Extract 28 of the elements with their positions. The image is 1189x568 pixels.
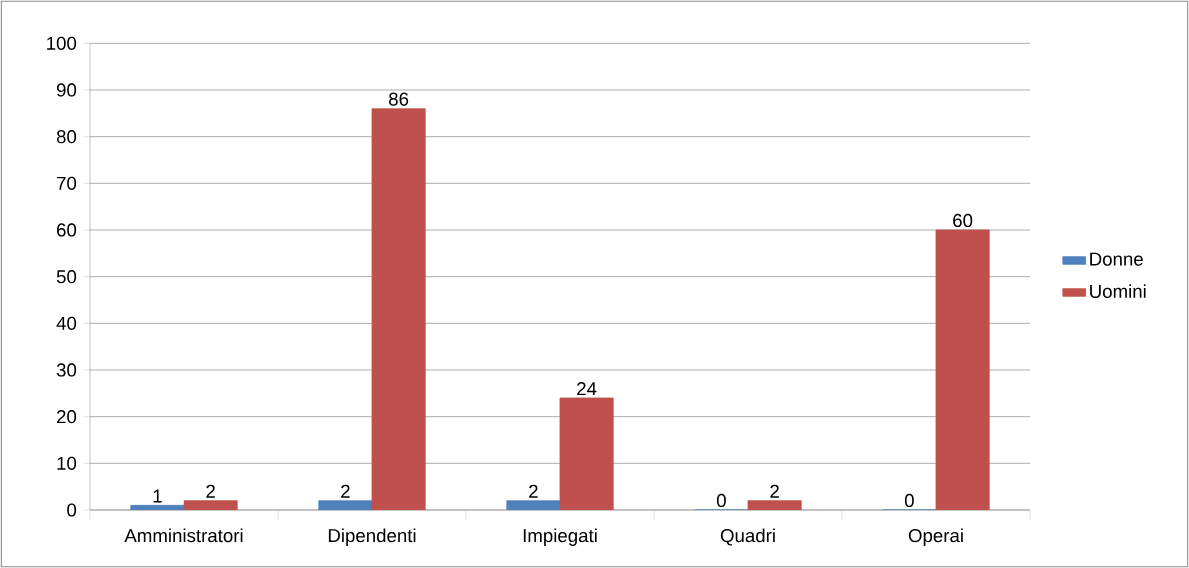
data-label: 86 <box>389 92 409 106</box>
y-tick-label: 80 <box>56 130 77 144</box>
data-label: 0 <box>904 493 914 508</box>
x-tick-label: Impiegati <box>523 528 597 546</box>
data-label: 2 <box>206 484 215 498</box>
y-tick-label: 30 <box>56 363 77 377</box>
legend-label: Uomini <box>1090 284 1146 299</box>
x-tick-label: Quadri <box>720 528 775 546</box>
data-label: 2 <box>341 484 350 498</box>
data-label: 1 <box>153 489 162 503</box>
y-tick-label: 0 <box>67 503 77 517</box>
data-label: 0 <box>716 493 726 508</box>
y-tick-label: 10 <box>57 456 77 470</box>
legend-label: Donne <box>1090 252 1143 266</box>
x-tick-label: Amministratori <box>124 528 243 543</box>
y-tick-label: 90 <box>56 83 77 97</box>
y-tick-label: 40 <box>56 316 77 330</box>
y-tick-label: 20 <box>57 410 77 424</box>
y-tick-label: 70 <box>57 176 77 190</box>
x-tick-label: Dipendenti <box>328 528 416 546</box>
y-tick-label: 100 <box>47 36 77 50</box>
y-tick-label: 60 <box>57 223 77 237</box>
data-label: 2 <box>529 484 538 498</box>
data-label: 60 <box>953 213 973 228</box>
data-label: 2 <box>770 484 779 498</box>
x-tick-label: Operai <box>908 528 963 546</box>
data-label: 24 <box>577 382 597 396</box>
y-tick-label: 50 <box>56 270 77 284</box>
